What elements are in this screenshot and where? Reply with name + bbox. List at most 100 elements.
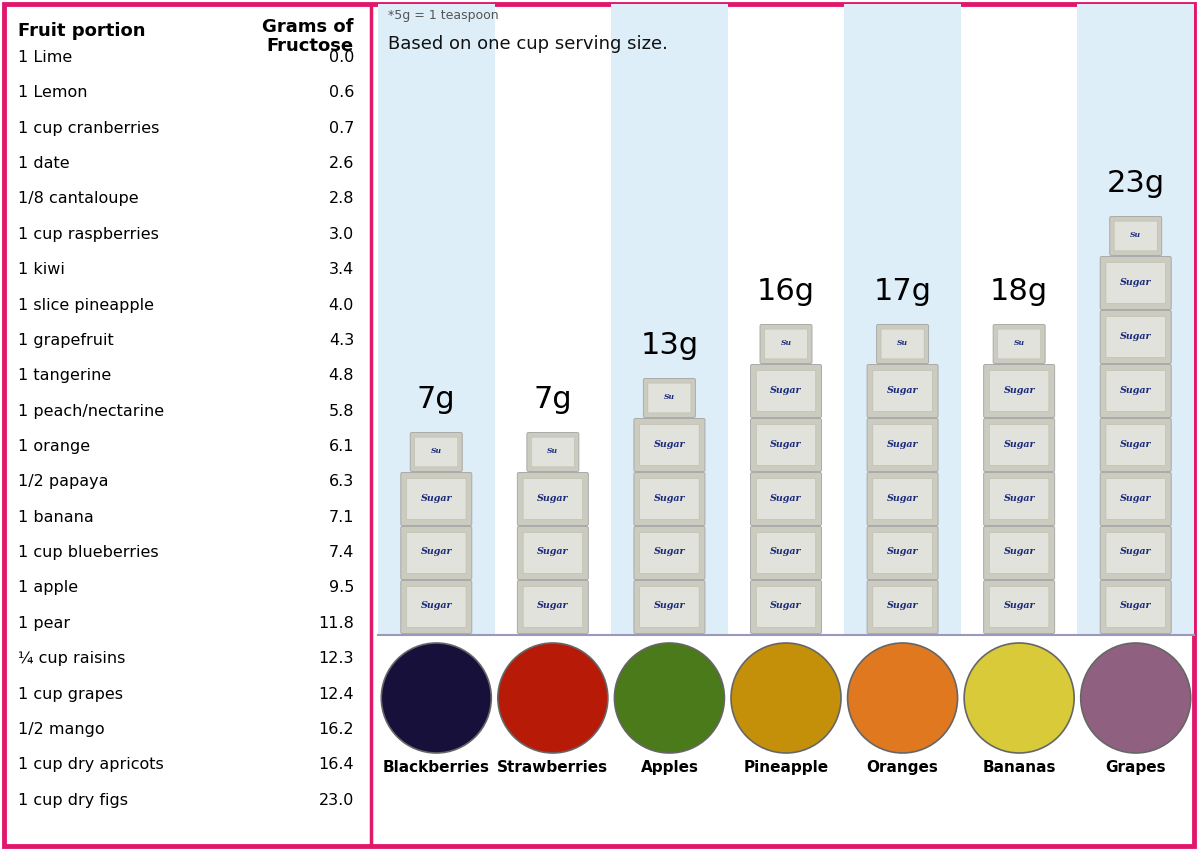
FancyBboxPatch shape — [1106, 371, 1166, 411]
Text: Sugar: Sugar — [887, 439, 919, 449]
Text: Sugar: Sugar — [1120, 386, 1151, 394]
Text: 16.2: 16.2 — [319, 722, 353, 737]
Text: 2.8: 2.8 — [328, 191, 353, 207]
Text: Sugar: Sugar — [1120, 602, 1151, 610]
Text: 1 tangerine: 1 tangerine — [18, 368, 111, 383]
Text: Apples: Apples — [641, 760, 698, 775]
FancyBboxPatch shape — [415, 437, 458, 467]
Text: Su: Su — [547, 447, 558, 456]
FancyBboxPatch shape — [990, 479, 1049, 519]
FancyBboxPatch shape — [867, 365, 938, 417]
FancyBboxPatch shape — [634, 418, 704, 472]
FancyBboxPatch shape — [1100, 257, 1172, 309]
Text: 1 date: 1 date — [18, 156, 69, 171]
FancyBboxPatch shape — [527, 433, 579, 472]
Text: 1 kiwi: 1 kiwi — [18, 262, 65, 277]
Text: ¼ cup raisins: ¼ cup raisins — [18, 651, 126, 666]
Text: Based on one cup serving size.: Based on one cup serving size. — [388, 35, 667, 53]
FancyBboxPatch shape — [1106, 424, 1166, 466]
Text: Sugar: Sugar — [654, 494, 685, 502]
Text: 3.0: 3.0 — [328, 227, 353, 241]
Text: 1 grapefruit: 1 grapefruit — [18, 333, 114, 348]
FancyBboxPatch shape — [1106, 316, 1166, 358]
Text: Sugar: Sugar — [1004, 547, 1035, 557]
FancyBboxPatch shape — [634, 581, 704, 633]
Text: 7.4: 7.4 — [328, 545, 353, 560]
Text: Su: Su — [664, 394, 674, 401]
Text: Su: Su — [1014, 339, 1024, 348]
Text: Sugar: Sugar — [770, 602, 801, 610]
Text: 5.8: 5.8 — [328, 404, 353, 419]
Text: 18g: 18g — [990, 277, 1048, 306]
Ellipse shape — [731, 643, 841, 753]
FancyBboxPatch shape — [873, 424, 932, 466]
Text: 4.3: 4.3 — [328, 333, 353, 348]
Ellipse shape — [615, 643, 725, 753]
FancyBboxPatch shape — [881, 329, 924, 359]
FancyBboxPatch shape — [750, 418, 822, 472]
Text: 1 banana: 1 banana — [18, 510, 93, 524]
FancyBboxPatch shape — [867, 526, 938, 580]
Text: 11.8: 11.8 — [319, 615, 353, 631]
Text: Sugar: Sugar — [887, 386, 919, 394]
FancyBboxPatch shape — [1100, 473, 1172, 525]
FancyBboxPatch shape — [756, 371, 816, 411]
FancyBboxPatch shape — [1106, 532, 1166, 574]
FancyBboxPatch shape — [984, 365, 1054, 417]
Text: 1 pear: 1 pear — [18, 615, 71, 631]
Text: Sugar: Sugar — [770, 547, 801, 557]
FancyBboxPatch shape — [750, 365, 822, 417]
Ellipse shape — [847, 643, 957, 753]
FancyBboxPatch shape — [867, 418, 938, 472]
FancyBboxPatch shape — [750, 473, 822, 525]
Text: Bananas: Bananas — [982, 760, 1055, 775]
FancyBboxPatch shape — [867, 581, 938, 633]
FancyBboxPatch shape — [873, 532, 932, 574]
Text: Fruit portion: Fruit portion — [18, 22, 145, 40]
FancyBboxPatch shape — [4, 4, 1194, 846]
Text: Sugar: Sugar — [1120, 277, 1151, 286]
FancyBboxPatch shape — [524, 586, 582, 627]
Text: Sugar: Sugar — [420, 494, 452, 502]
Text: Sugar: Sugar — [770, 439, 801, 449]
FancyBboxPatch shape — [760, 325, 812, 364]
Text: Sugar: Sugar — [537, 494, 569, 502]
FancyBboxPatch shape — [764, 329, 807, 359]
Text: Sugar: Sugar — [1004, 494, 1035, 502]
FancyBboxPatch shape — [990, 371, 1049, 411]
Text: Sugar: Sugar — [654, 602, 685, 610]
FancyBboxPatch shape — [518, 581, 588, 633]
Text: Sugar: Sugar — [1120, 547, 1151, 557]
Bar — [845, 4, 961, 635]
Text: Su: Su — [431, 447, 442, 456]
FancyBboxPatch shape — [634, 473, 704, 525]
FancyBboxPatch shape — [1106, 263, 1166, 303]
Text: 6.1: 6.1 — [328, 439, 353, 454]
Text: 1 cup blueberries: 1 cup blueberries — [18, 545, 158, 560]
FancyBboxPatch shape — [873, 479, 932, 519]
FancyBboxPatch shape — [990, 586, 1049, 627]
Bar — [1077, 4, 1194, 635]
Text: 1 orange: 1 orange — [18, 439, 90, 454]
Text: Blackberries: Blackberries — [383, 760, 490, 775]
Text: 1 peach/nectarine: 1 peach/nectarine — [18, 404, 164, 419]
Text: 2.6: 2.6 — [328, 156, 353, 171]
FancyBboxPatch shape — [750, 526, 822, 580]
FancyBboxPatch shape — [406, 532, 466, 574]
Text: 6.3: 6.3 — [328, 474, 353, 490]
Bar — [611, 4, 727, 635]
FancyBboxPatch shape — [984, 418, 1054, 472]
Text: *5g = 1 teaspoon: *5g = 1 teaspoon — [388, 9, 498, 22]
Text: Sugar: Sugar — [537, 547, 569, 557]
FancyBboxPatch shape — [640, 424, 700, 466]
Text: Sugar: Sugar — [770, 386, 801, 394]
FancyBboxPatch shape — [1106, 479, 1166, 519]
Text: 23.0: 23.0 — [319, 793, 353, 808]
Bar — [379, 4, 495, 635]
Text: 16.4: 16.4 — [319, 757, 353, 773]
Text: Sugar: Sugar — [1004, 439, 1035, 449]
FancyBboxPatch shape — [643, 378, 695, 417]
Text: Sugar: Sugar — [1120, 494, 1151, 502]
Ellipse shape — [498, 643, 607, 753]
FancyBboxPatch shape — [984, 526, 1054, 580]
